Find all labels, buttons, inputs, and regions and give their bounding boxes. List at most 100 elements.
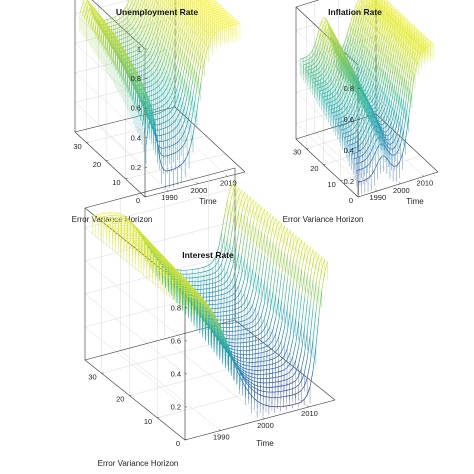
surface-segment xyxy=(387,143,390,145)
surface-segment xyxy=(317,38,320,45)
surface-segment xyxy=(350,25,353,32)
surface-segment xyxy=(162,90,166,94)
surface-segment xyxy=(130,26,134,30)
surface-segment xyxy=(345,82,348,88)
surface-segment xyxy=(350,124,353,127)
surface-segment xyxy=(146,21,150,28)
surface-segment xyxy=(369,42,372,50)
surface-segment xyxy=(389,3,392,5)
surface-segment xyxy=(152,40,156,46)
surface-segment xyxy=(363,19,366,26)
surface-segment xyxy=(204,12,207,15)
surface-segment xyxy=(382,99,385,105)
surface-segment xyxy=(411,30,414,32)
surface-segment xyxy=(143,68,146,71)
surface-segment xyxy=(168,66,172,74)
surface-segment xyxy=(186,1,189,3)
surface-segment xyxy=(414,46,417,50)
surface-segment xyxy=(353,72,356,75)
surface-segment xyxy=(355,129,358,133)
surface-segment xyxy=(139,78,143,84)
surface-segment xyxy=(341,60,344,65)
surface-segment xyxy=(385,22,389,26)
surface-segment xyxy=(369,51,372,59)
surface-segment xyxy=(404,31,407,34)
surface-segment xyxy=(310,49,314,53)
surface-segment xyxy=(212,33,215,37)
surface-segment xyxy=(214,14,217,16)
y-tick-label: 30 xyxy=(73,142,81,151)
surface-segment xyxy=(381,32,384,39)
surface-segment xyxy=(168,43,172,52)
surface-segment xyxy=(399,18,401,21)
surface-segment xyxy=(347,140,350,142)
surface-segment xyxy=(340,125,343,127)
surface-segment xyxy=(340,72,343,78)
surface-segment xyxy=(150,1,154,8)
surface-segment xyxy=(413,43,417,46)
surface-segment xyxy=(366,64,369,71)
surface-segment xyxy=(158,75,162,80)
surface-segment xyxy=(408,32,411,34)
surface-segment xyxy=(345,131,348,134)
surface-segment xyxy=(333,111,336,113)
surface-segment xyxy=(340,101,344,105)
surface-segment xyxy=(121,42,124,44)
surface-segment xyxy=(389,35,393,41)
surface-segment xyxy=(83,11,87,20)
surface-segment xyxy=(143,73,146,76)
surface-segment xyxy=(308,72,311,74)
surface-segment xyxy=(131,88,135,102)
surface-segment xyxy=(386,32,389,37)
surface-segment xyxy=(376,145,380,149)
surface-segment xyxy=(131,55,134,58)
surface-segment xyxy=(180,113,184,119)
surface-segment xyxy=(148,57,152,61)
surface-segment xyxy=(373,66,376,74)
surface-segment xyxy=(341,111,344,114)
surface-segment xyxy=(330,75,333,80)
surface-segment xyxy=(186,4,189,7)
surface-segment xyxy=(308,69,311,71)
surface-segment xyxy=(186,86,190,98)
surface-segment xyxy=(356,71,359,76)
surface-segment xyxy=(184,137,188,143)
surface-segment xyxy=(166,40,170,49)
surface-segment xyxy=(387,66,390,75)
surface-segment xyxy=(356,79,359,82)
surface-segment xyxy=(320,78,323,81)
surface-segment xyxy=(363,136,366,141)
surface-segment xyxy=(349,148,352,151)
surface-segment xyxy=(405,42,408,46)
surface-segment xyxy=(111,39,115,49)
surface-segment xyxy=(327,27,330,31)
surface-segment xyxy=(391,12,394,14)
surface-segment xyxy=(321,72,324,75)
surface-segment xyxy=(192,6,195,9)
surface-segment xyxy=(330,27,333,31)
surface-segment xyxy=(338,109,341,112)
surface-segment xyxy=(115,46,119,56)
surface-segment xyxy=(389,5,392,8)
surface-segment xyxy=(369,104,372,108)
surface-segment xyxy=(208,22,211,24)
surface-segment xyxy=(107,22,110,24)
surface-segment xyxy=(135,49,138,52)
surface-segment xyxy=(359,4,362,9)
surface-segment xyxy=(133,77,137,89)
surface-segment xyxy=(341,106,344,110)
surface-segment xyxy=(392,52,395,61)
surface-segment xyxy=(159,100,162,103)
surface-segment xyxy=(361,168,364,170)
surface-segment xyxy=(404,51,407,58)
surface-segment xyxy=(365,15,368,21)
surface-segment xyxy=(364,103,367,106)
surface-segment xyxy=(375,78,378,85)
surface-segment xyxy=(370,108,373,112)
surface-segment xyxy=(166,20,170,28)
surface-segment xyxy=(216,18,219,21)
surface-segment xyxy=(113,55,117,67)
surface-segment xyxy=(149,95,152,97)
surface-segment xyxy=(176,43,180,53)
surface-segment xyxy=(303,60,306,62)
